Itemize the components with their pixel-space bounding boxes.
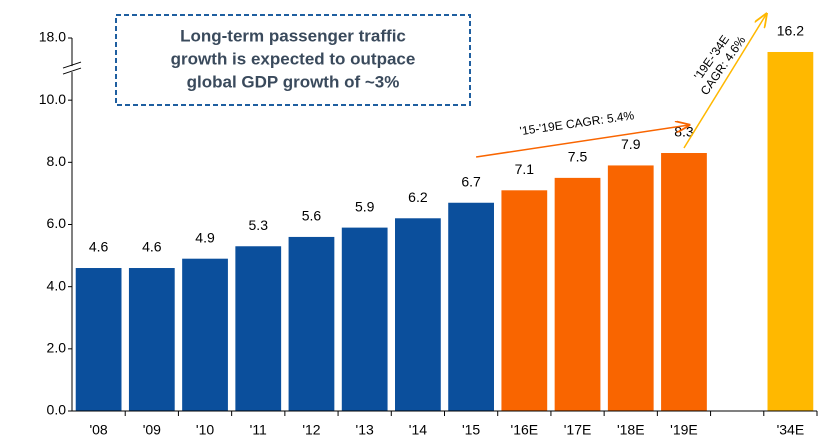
x-tick-label: '08 [89, 422, 107, 438]
bar [661, 153, 707, 411]
bar [341, 227, 388, 411]
bar [767, 51, 814, 412]
bar [288, 236, 335, 411]
y-tick-label: 18.0 [39, 29, 66, 45]
bar [182, 258, 228, 411]
value-label: 5.6 [302, 208, 322, 224]
value-label: 7.9 [621, 136, 641, 152]
callout-text: Long-term passenger traffic [180, 26, 406, 45]
bar [75, 268, 122, 411]
axis-break [62, 61, 82, 69]
value-label: 6.2 [408, 189, 428, 205]
bar [235, 246, 282, 411]
y-tick-label: 10.0 [39, 91, 66, 107]
y-tick-label: 0.0 [47, 402, 67, 418]
callout-text: growth is expected to outpace [171, 49, 416, 68]
x-tick-label: '17E [564, 422, 592, 438]
value-label: 4.9 [195, 229, 215, 245]
value-label: 7.1 [515, 161, 535, 177]
y-tick-label: 6.0 [47, 215, 67, 231]
cagr-text: '15-'19E CAGR: 5.4% [519, 108, 635, 138]
axis-break [62, 67, 82, 75]
cagr-label: '15-'19E CAGR: 5.4% [519, 108, 635, 138]
x-tick-label: '34E [777, 422, 805, 438]
bar [501, 190, 548, 411]
value-label: 6.7 [461, 173, 481, 189]
x-tick-label: '14 [409, 422, 427, 438]
y-tick-label: 8.0 [47, 153, 67, 169]
x-tick-label: '11 [250, 422, 267, 438]
y-tick-label: 2.0 [47, 340, 67, 356]
bar [128, 268, 175, 411]
value-label: 5.9 [355, 198, 375, 214]
x-tick-label: '15 [462, 422, 480, 438]
x-tick-label: '16E [511, 422, 539, 438]
bar [395, 218, 441, 411]
cagr-arrow [683, 14, 766, 149]
x-tick-label: '10 [196, 422, 214, 438]
bar [448, 202, 494, 411]
x-tick-label: '09 [143, 422, 161, 438]
value-label: 5.3 [249, 217, 269, 233]
x-tick-label: '18E [617, 422, 645, 438]
x-tick-label: '13 [356, 422, 374, 438]
callout-box [115, 14, 471, 106]
bar [554, 177, 601, 411]
axis-break-gap [64, 66, 80, 73]
value-label: 7.5 [568, 149, 588, 165]
callout-text: global GDP growth of ~3% [187, 72, 400, 91]
bar [607, 165, 654, 411]
y-tick-label: 4.0 [47, 277, 67, 293]
cagr-arrow [475, 125, 689, 158]
x-tick-label: '19E [670, 422, 698, 438]
value-label: 16.2 [777, 23, 804, 39]
value-label: 4.6 [89, 239, 109, 255]
x-tick-label: '12 [302, 422, 320, 438]
value-label: 4.6 [142, 239, 162, 255]
